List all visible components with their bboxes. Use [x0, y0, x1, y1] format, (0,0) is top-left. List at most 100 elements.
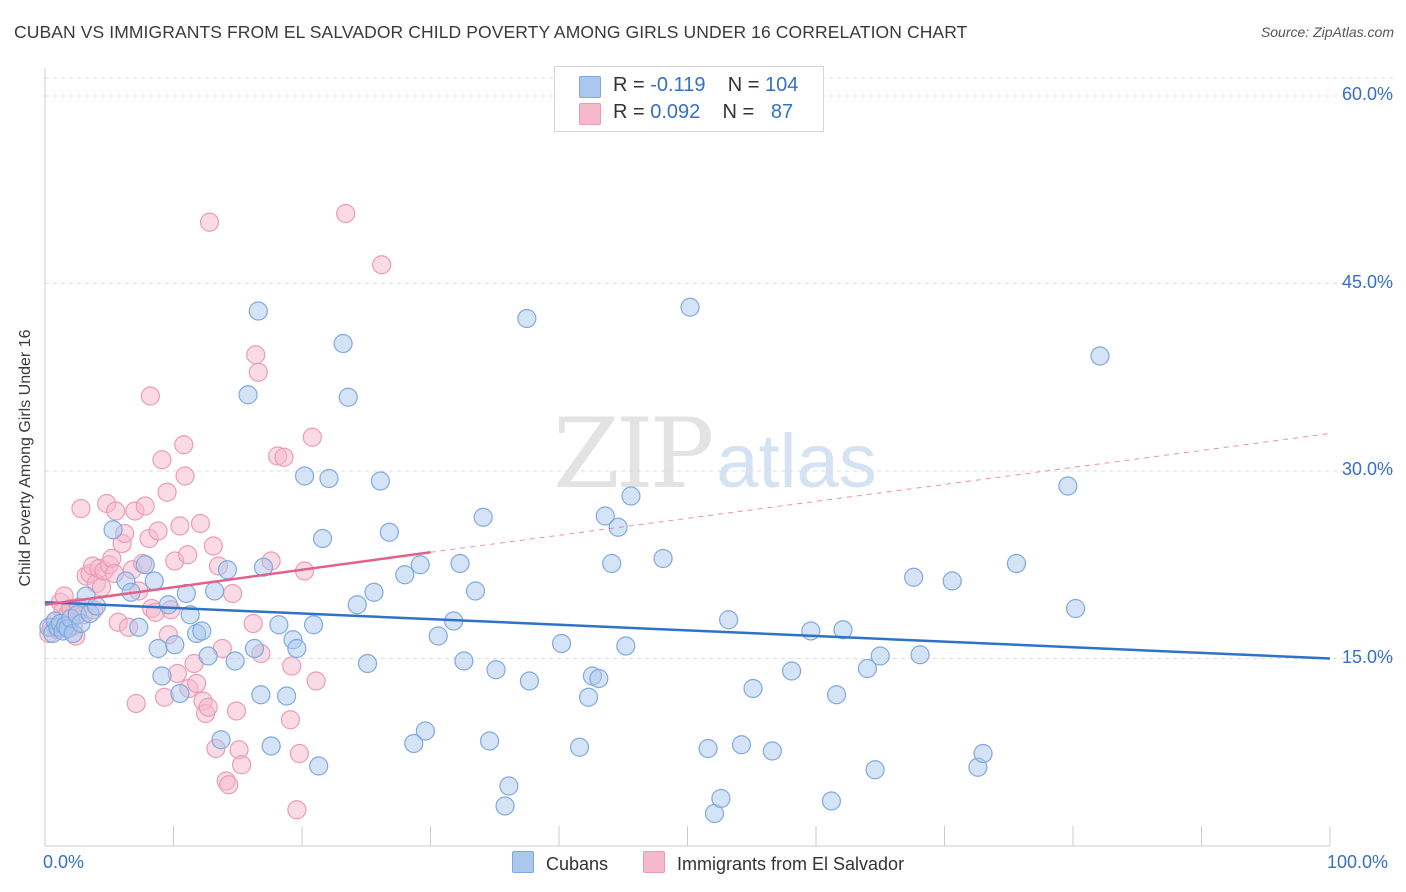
salvador-point	[243, 613, 263, 634]
n-label: N =	[727, 74, 760, 96]
cubans-point	[152, 666, 172, 686]
n-value: 104	[764, 74, 799, 96]
cubans-point	[170, 683, 190, 704]
cubans-point	[261, 736, 281, 756]
cubans-point	[404, 733, 424, 754]
salvador-point	[71, 498, 91, 519]
y-tick-label: 60.0%	[1341, 84, 1393, 104]
cubans-point	[833, 620, 853, 640]
cubans-point	[333, 333, 353, 354]
cubans-point	[1006, 553, 1027, 574]
cubans-point	[616, 636, 636, 656]
salvador-point	[226, 701, 247, 721]
cubans-point	[551, 633, 572, 654]
r-value: -0.119	[650, 74, 706, 96]
cubans-point	[473, 507, 493, 527]
axes	[44, 68, 1331, 847]
cubans-point	[653, 548, 673, 569]
legend-item-cubans[interactable]: Cubans	[512, 851, 608, 875]
cubans-point	[1065, 598, 1086, 619]
salvador-point	[148, 521, 168, 541]
salvador-point	[372, 255, 392, 275]
cubans-point	[312, 528, 333, 549]
cubans-point	[244, 638, 265, 659]
cubans-point	[410, 555, 430, 575]
cubans-point	[148, 638, 168, 659]
x-tick-label-min: 0.0%	[43, 852, 85, 872]
salvador-point	[289, 743, 310, 764]
salvador-point	[302, 427, 322, 447]
salvador-point	[274, 447, 294, 467]
cubans-point	[589, 668, 609, 689]
cubans-point	[251, 685, 271, 705]
cubans-point	[248, 301, 268, 321]
cubans-swatch	[512, 851, 534, 873]
cubans-point	[415, 721, 435, 741]
cubans-point	[942, 571, 962, 591]
cubans-point	[211, 730, 231, 750]
cubans-point	[608, 517, 628, 537]
salvador-point	[170, 516, 190, 536]
cubans-point	[711, 788, 731, 809]
salvador-point	[199, 212, 220, 232]
salvador-point	[174, 435, 194, 455]
watermark-atlas: atlas	[716, 419, 877, 504]
cubans-point	[217, 560, 238, 580]
cubans-point	[205, 581, 225, 601]
salvador-trend-extension	[430, 433, 1331, 553]
cubans-point	[364, 582, 384, 602]
cubans-point	[781, 661, 802, 681]
cubans-point	[319, 468, 339, 489]
salvador-point	[152, 450, 172, 470]
trend-lines	[44, 433, 1331, 660]
salvador-point	[306, 671, 326, 691]
cubans-point	[294, 466, 315, 486]
salvador-point	[246, 345, 266, 365]
cubans-point	[1090, 346, 1110, 366]
cubans-point	[602, 553, 622, 574]
cubans-point	[1058, 476, 1078, 496]
cubans-point	[135, 555, 155, 575]
points-cubans	[39, 297, 1110, 824]
salvador-point	[106, 501, 126, 521]
cubans-point	[338, 387, 358, 407]
legend-label-salvador: Immigrants from El Salvador	[677, 854, 905, 874]
cubans-point	[821, 791, 842, 811]
salvador-point	[198, 697, 218, 717]
cubans-point	[450, 553, 470, 574]
salvador-point	[175, 466, 195, 486]
cubans-point	[680, 297, 700, 317]
cubans-point	[379, 522, 399, 542]
cubans-point	[870, 646, 890, 666]
cubans-point	[973, 743, 993, 764]
salvador-point	[157, 482, 177, 502]
salvador-point	[140, 386, 160, 406]
points-immigrants-from-el-salvador	[39, 203, 392, 820]
cubans-point	[762, 741, 782, 761]
cubans-point	[165, 635, 185, 655]
cubans-point	[276, 686, 297, 706]
cubans-trend-line	[44, 601, 1331, 660]
chart-title: CUBAN VS IMMIGRANTS FROM EL SALVADOR CHI…	[14, 22, 968, 42]
source-label: Source: ZipAtlas.com	[1260, 24, 1394, 40]
cubans-point	[347, 595, 367, 615]
salvador-point	[248, 362, 268, 382]
salvador-point	[336, 203, 356, 224]
cubans-point	[395, 565, 415, 585]
cubans-point	[303, 615, 324, 635]
y-tick-label: 30.0%	[1341, 459, 1393, 479]
salvador-point	[287, 800, 307, 820]
salvador-trend-line	[44, 551, 431, 606]
cubans-swatch	[579, 76, 601, 98]
legend-item-salvador[interactable]: Immigrants from El Salvador	[643, 851, 904, 875]
cubans-point	[486, 660, 506, 680]
cubans-point	[158, 595, 178, 615]
cubans-point	[370, 471, 390, 491]
grid-lines	[45, 77, 1394, 659]
cubans-point	[198, 646, 218, 666]
cubans-point	[826, 685, 847, 705]
salvador-point	[219, 775, 239, 795]
cubans-point	[180, 605, 200, 625]
cubans-point	[129, 617, 149, 637]
cubans-point	[454, 651, 474, 671]
